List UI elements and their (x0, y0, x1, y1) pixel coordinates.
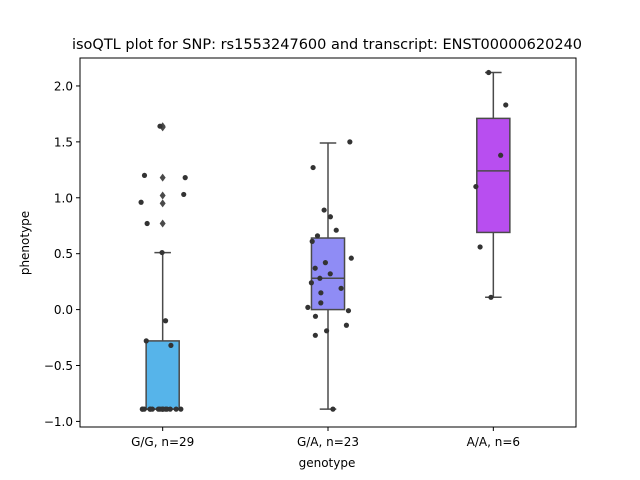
outlier-marker (159, 219, 166, 228)
x-axis-label: genotype (299, 456, 356, 470)
data-point (318, 300, 324, 306)
data-point (310, 164, 316, 171)
data-point (138, 199, 144, 205)
y-tick-label: 1.5 (54, 135, 73, 149)
data-point (317, 275, 323, 281)
data-point (182, 175, 188, 181)
y-tick-label: 0.0 (54, 303, 73, 317)
data-point (314, 233, 321, 239)
data-point (178, 406, 184, 412)
data-point (167, 406, 173, 412)
plot-area: −1.0 −0.5 0.0 0.5 1.0 1.5 2.0 G/G, n=29 G/A, n=2… (44, 57, 577, 449)
data-point (348, 255, 354, 261)
data-point (498, 152, 504, 158)
data-point (168, 342, 174, 348)
data-point (327, 214, 334, 220)
y-axis-label: phenotype (18, 211, 32, 275)
data-point (343, 322, 350, 328)
data-point (139, 406, 145, 412)
data-point (143, 338, 149, 344)
box-iqr (476, 117, 511, 234)
outlier-marker (159, 173, 166, 182)
data-point (305, 304, 311, 310)
data-point (321, 207, 327, 213)
data-point (155, 406, 161, 412)
data-point (486, 69, 492, 76)
outlier-marker (159, 199, 166, 208)
y-tick-label: 2.0 (54, 79, 73, 93)
y-tick-label: 1.0 (54, 191, 73, 205)
data-point (312, 265, 318, 271)
data-point (488, 294, 494, 300)
data-point (173, 406, 179, 412)
data-point (312, 332, 318, 338)
data-point (333, 227, 339, 233)
data-point (477, 244, 483, 250)
data-point (147, 406, 153, 412)
data-point (159, 249, 165, 256)
data-point (338, 285, 344, 291)
data-point (157, 123, 163, 129)
data-point (144, 220, 150, 227)
data-point (345, 308, 352, 314)
y-tick-label: −1.0 (44, 415, 73, 429)
data-point (473, 183, 479, 190)
data-point (318, 290, 324, 296)
data-point (181, 191, 187, 198)
data-point (312, 313, 319, 319)
data-point (327, 271, 333, 277)
x-tick-label: A/A, n=6 (467, 435, 520, 449)
data-point (309, 238, 315, 244)
y-tick-label: −0.5 (44, 359, 73, 373)
data-point (159, 406, 166, 412)
data-point (308, 280, 314, 286)
data-point (141, 172, 148, 179)
data-point (322, 260, 328, 266)
chart-title: isoQTL plot for SNP: rs1553247600 and tr… (72, 37, 582, 53)
outlier-marker (159, 191, 166, 200)
data-point (330, 406, 336, 412)
data-point (503, 102, 509, 108)
box-iqr (145, 340, 180, 410)
x-tick-label: G/A, n=23 (297, 435, 359, 449)
y-tick-label: 0.5 (54, 247, 73, 261)
data-point (162, 318, 169, 324)
x-tick-label: G/G, n=29 (131, 435, 194, 449)
data-point (347, 139, 353, 145)
data-point (323, 328, 330, 334)
